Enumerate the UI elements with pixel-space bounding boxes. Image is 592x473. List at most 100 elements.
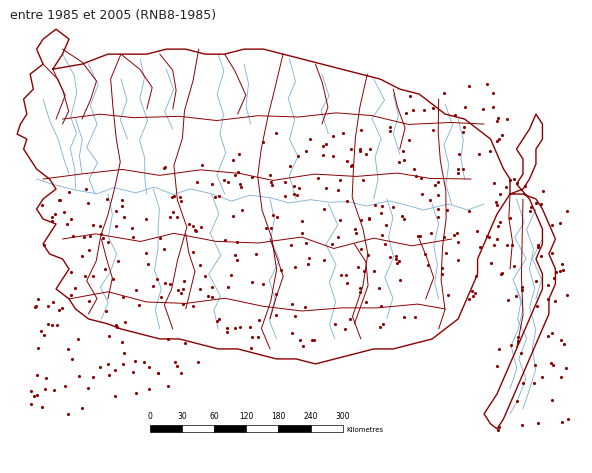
Point <box>207 181 217 188</box>
Point <box>391 253 401 260</box>
Point <box>247 278 256 286</box>
Point <box>465 82 474 90</box>
Point <box>233 168 243 176</box>
Bar <box>150 425 182 432</box>
Point <box>356 127 365 134</box>
Point <box>517 421 527 429</box>
Point <box>413 232 423 239</box>
Point <box>82 185 91 193</box>
Point <box>459 123 468 131</box>
Point <box>34 344 43 352</box>
Point <box>214 192 224 200</box>
Point <box>555 267 564 275</box>
Point <box>166 280 175 288</box>
Point <box>172 213 181 220</box>
Point <box>327 240 337 247</box>
Point <box>346 145 356 152</box>
Point <box>374 284 384 292</box>
Point <box>298 217 307 225</box>
Point <box>399 215 408 223</box>
Point <box>409 165 419 173</box>
Point <box>168 208 178 216</box>
Point <box>170 358 179 366</box>
Point <box>557 419 567 426</box>
Point <box>207 283 217 290</box>
Point <box>37 201 47 209</box>
Point <box>502 242 511 249</box>
Point <box>495 190 504 198</box>
Point <box>96 363 105 370</box>
Point <box>453 169 463 176</box>
Point <box>419 106 429 114</box>
Point <box>236 323 245 330</box>
Point <box>63 411 73 418</box>
Point <box>533 244 543 251</box>
Point <box>487 259 496 267</box>
Point <box>196 285 205 292</box>
Point <box>70 284 79 292</box>
Point <box>266 224 276 231</box>
Point <box>350 225 359 233</box>
Point <box>488 89 498 96</box>
Point <box>67 355 76 362</box>
Point <box>394 257 403 264</box>
Point <box>513 333 523 341</box>
Point <box>507 241 517 248</box>
Point <box>517 283 527 291</box>
Point <box>188 302 198 309</box>
Point <box>497 270 506 277</box>
Point <box>428 105 437 112</box>
Point <box>287 329 297 337</box>
Point <box>401 109 411 117</box>
Point <box>118 360 127 368</box>
Point <box>559 340 568 348</box>
Point <box>490 241 499 249</box>
Point <box>497 131 506 139</box>
Point <box>392 255 401 263</box>
Point <box>95 223 105 230</box>
Point <box>452 229 461 236</box>
Point <box>52 322 62 329</box>
Point <box>304 254 314 262</box>
Point <box>392 259 402 266</box>
Point <box>26 400 36 408</box>
Point <box>231 324 240 332</box>
Point <box>341 272 350 279</box>
Point <box>271 129 281 136</box>
Point <box>233 256 242 263</box>
Point <box>289 312 299 319</box>
Point <box>404 136 413 144</box>
Point <box>512 398 522 405</box>
Point <box>488 104 498 111</box>
Text: 300: 300 <box>336 412 350 421</box>
Point <box>163 335 173 342</box>
Point <box>474 150 484 158</box>
Point <box>33 391 42 398</box>
Point <box>425 196 435 204</box>
Point <box>433 213 443 221</box>
Point <box>155 235 165 242</box>
Point <box>433 191 442 199</box>
Point <box>179 277 189 285</box>
Point <box>153 370 163 377</box>
Point <box>539 187 548 194</box>
Point <box>364 216 374 223</box>
Point <box>529 379 539 386</box>
Point <box>496 219 505 226</box>
Point <box>519 379 528 386</box>
Point <box>83 199 92 206</box>
Point <box>398 147 408 155</box>
Point <box>328 132 337 140</box>
Point <box>351 229 361 236</box>
Point <box>131 389 140 397</box>
Point <box>551 268 561 276</box>
Point <box>555 219 565 227</box>
Point <box>247 333 257 341</box>
Point <box>525 207 535 215</box>
Point <box>426 229 436 236</box>
Point <box>362 150 371 158</box>
Point <box>100 265 110 273</box>
Point <box>439 89 448 96</box>
Point <box>439 233 448 240</box>
Point <box>54 306 64 314</box>
